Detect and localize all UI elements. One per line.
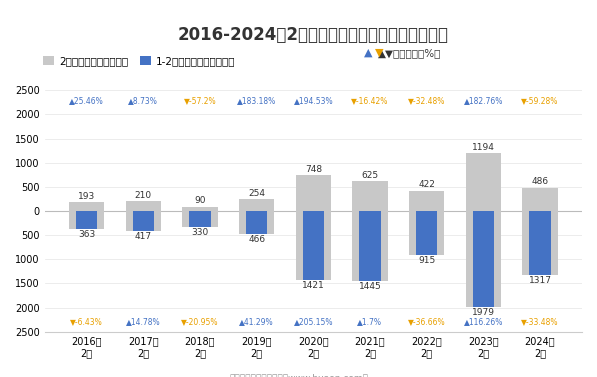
Text: ▼-16.42%: ▼-16.42% <box>351 96 389 105</box>
Text: 193: 193 <box>78 192 96 201</box>
Text: 486: 486 <box>531 177 549 186</box>
Bar <box>522 211 558 274</box>
Text: ▲183.18%: ▲183.18% <box>237 96 276 105</box>
Text: 330: 330 <box>191 228 208 237</box>
Text: ▲▼同比增长（%）: ▲▼同比增长（%） <box>378 48 441 58</box>
Bar <box>522 188 558 211</box>
Bar <box>69 202 104 211</box>
Text: ▲205.15%: ▲205.15% <box>294 317 333 326</box>
Text: 254: 254 <box>248 188 265 198</box>
Text: ▲41.29%: ▲41.29% <box>239 317 274 326</box>
Bar <box>246 211 267 233</box>
Text: ▲1.7%: ▲1.7% <box>358 317 383 326</box>
Text: 748: 748 <box>304 165 322 174</box>
Text: ▼-20.95%: ▼-20.95% <box>181 317 219 326</box>
Text: ▼: ▼ <box>375 48 384 58</box>
Text: ▼-59.28%: ▼-59.28% <box>521 96 559 105</box>
Text: 1979: 1979 <box>472 308 495 317</box>
Bar <box>76 211 97 228</box>
Text: ▼-36.66%: ▼-36.66% <box>408 317 445 326</box>
Bar <box>296 211 331 280</box>
Text: 90: 90 <box>194 196 206 205</box>
Text: 1445: 1445 <box>359 282 381 291</box>
Text: ▲25.46%: ▲25.46% <box>69 96 104 105</box>
Text: 417: 417 <box>135 232 152 241</box>
Bar <box>239 199 274 211</box>
Text: 210: 210 <box>135 191 152 200</box>
Text: 1194: 1194 <box>472 143 495 152</box>
Bar <box>352 181 387 211</box>
Text: 625: 625 <box>361 171 378 180</box>
Bar <box>416 211 438 255</box>
Text: ▲8.73%: ▲8.73% <box>128 96 158 105</box>
Bar <box>126 211 161 231</box>
Bar <box>69 211 104 228</box>
Legend: 2月期货成交量（万手）, 1-2月期货成交量（万手）: 2月期货成交量（万手）, 1-2月期货成交量（万手） <box>39 52 240 70</box>
Text: 1421: 1421 <box>302 281 325 290</box>
Title: 2016-2024年2月郑州商品交易所棉花期货成交量: 2016-2024年2月郑州商品交易所棉花期货成交量 <box>178 26 449 44</box>
Bar <box>183 211 217 227</box>
Bar <box>239 211 274 233</box>
Bar <box>529 211 551 274</box>
Bar <box>409 191 444 211</box>
Text: 422: 422 <box>418 181 435 190</box>
Bar <box>466 153 501 211</box>
Text: ▲: ▲ <box>364 48 373 58</box>
Text: 363: 363 <box>78 230 96 239</box>
Bar <box>473 211 494 307</box>
Text: ▲194.53%: ▲194.53% <box>294 96 333 105</box>
Bar <box>303 211 324 280</box>
Text: ▼-57.2%: ▼-57.2% <box>184 96 216 105</box>
Bar <box>352 211 387 281</box>
Text: ▲14.78%: ▲14.78% <box>126 317 161 326</box>
Text: ▲116.26%: ▲116.26% <box>464 317 503 326</box>
Bar <box>359 211 381 281</box>
Text: ▲182.76%: ▲182.76% <box>464 96 503 105</box>
Text: 466: 466 <box>248 235 265 244</box>
Bar <box>189 211 211 227</box>
Bar <box>466 211 501 307</box>
Bar <box>409 211 444 255</box>
Text: 915: 915 <box>418 256 435 265</box>
Bar <box>183 207 217 211</box>
Text: 制图：华经产业研究院（www.huaon.com）: 制图：华经产业研究院（www.huaon.com） <box>229 374 368 377</box>
Text: ▼-6.43%: ▼-6.43% <box>70 317 103 326</box>
Text: ▼-33.48%: ▼-33.48% <box>521 317 559 326</box>
Text: 1317: 1317 <box>528 276 552 285</box>
Text: ▼-32.48%: ▼-32.48% <box>408 96 445 105</box>
Bar <box>126 201 161 211</box>
Bar <box>133 211 154 231</box>
Bar <box>296 175 331 211</box>
